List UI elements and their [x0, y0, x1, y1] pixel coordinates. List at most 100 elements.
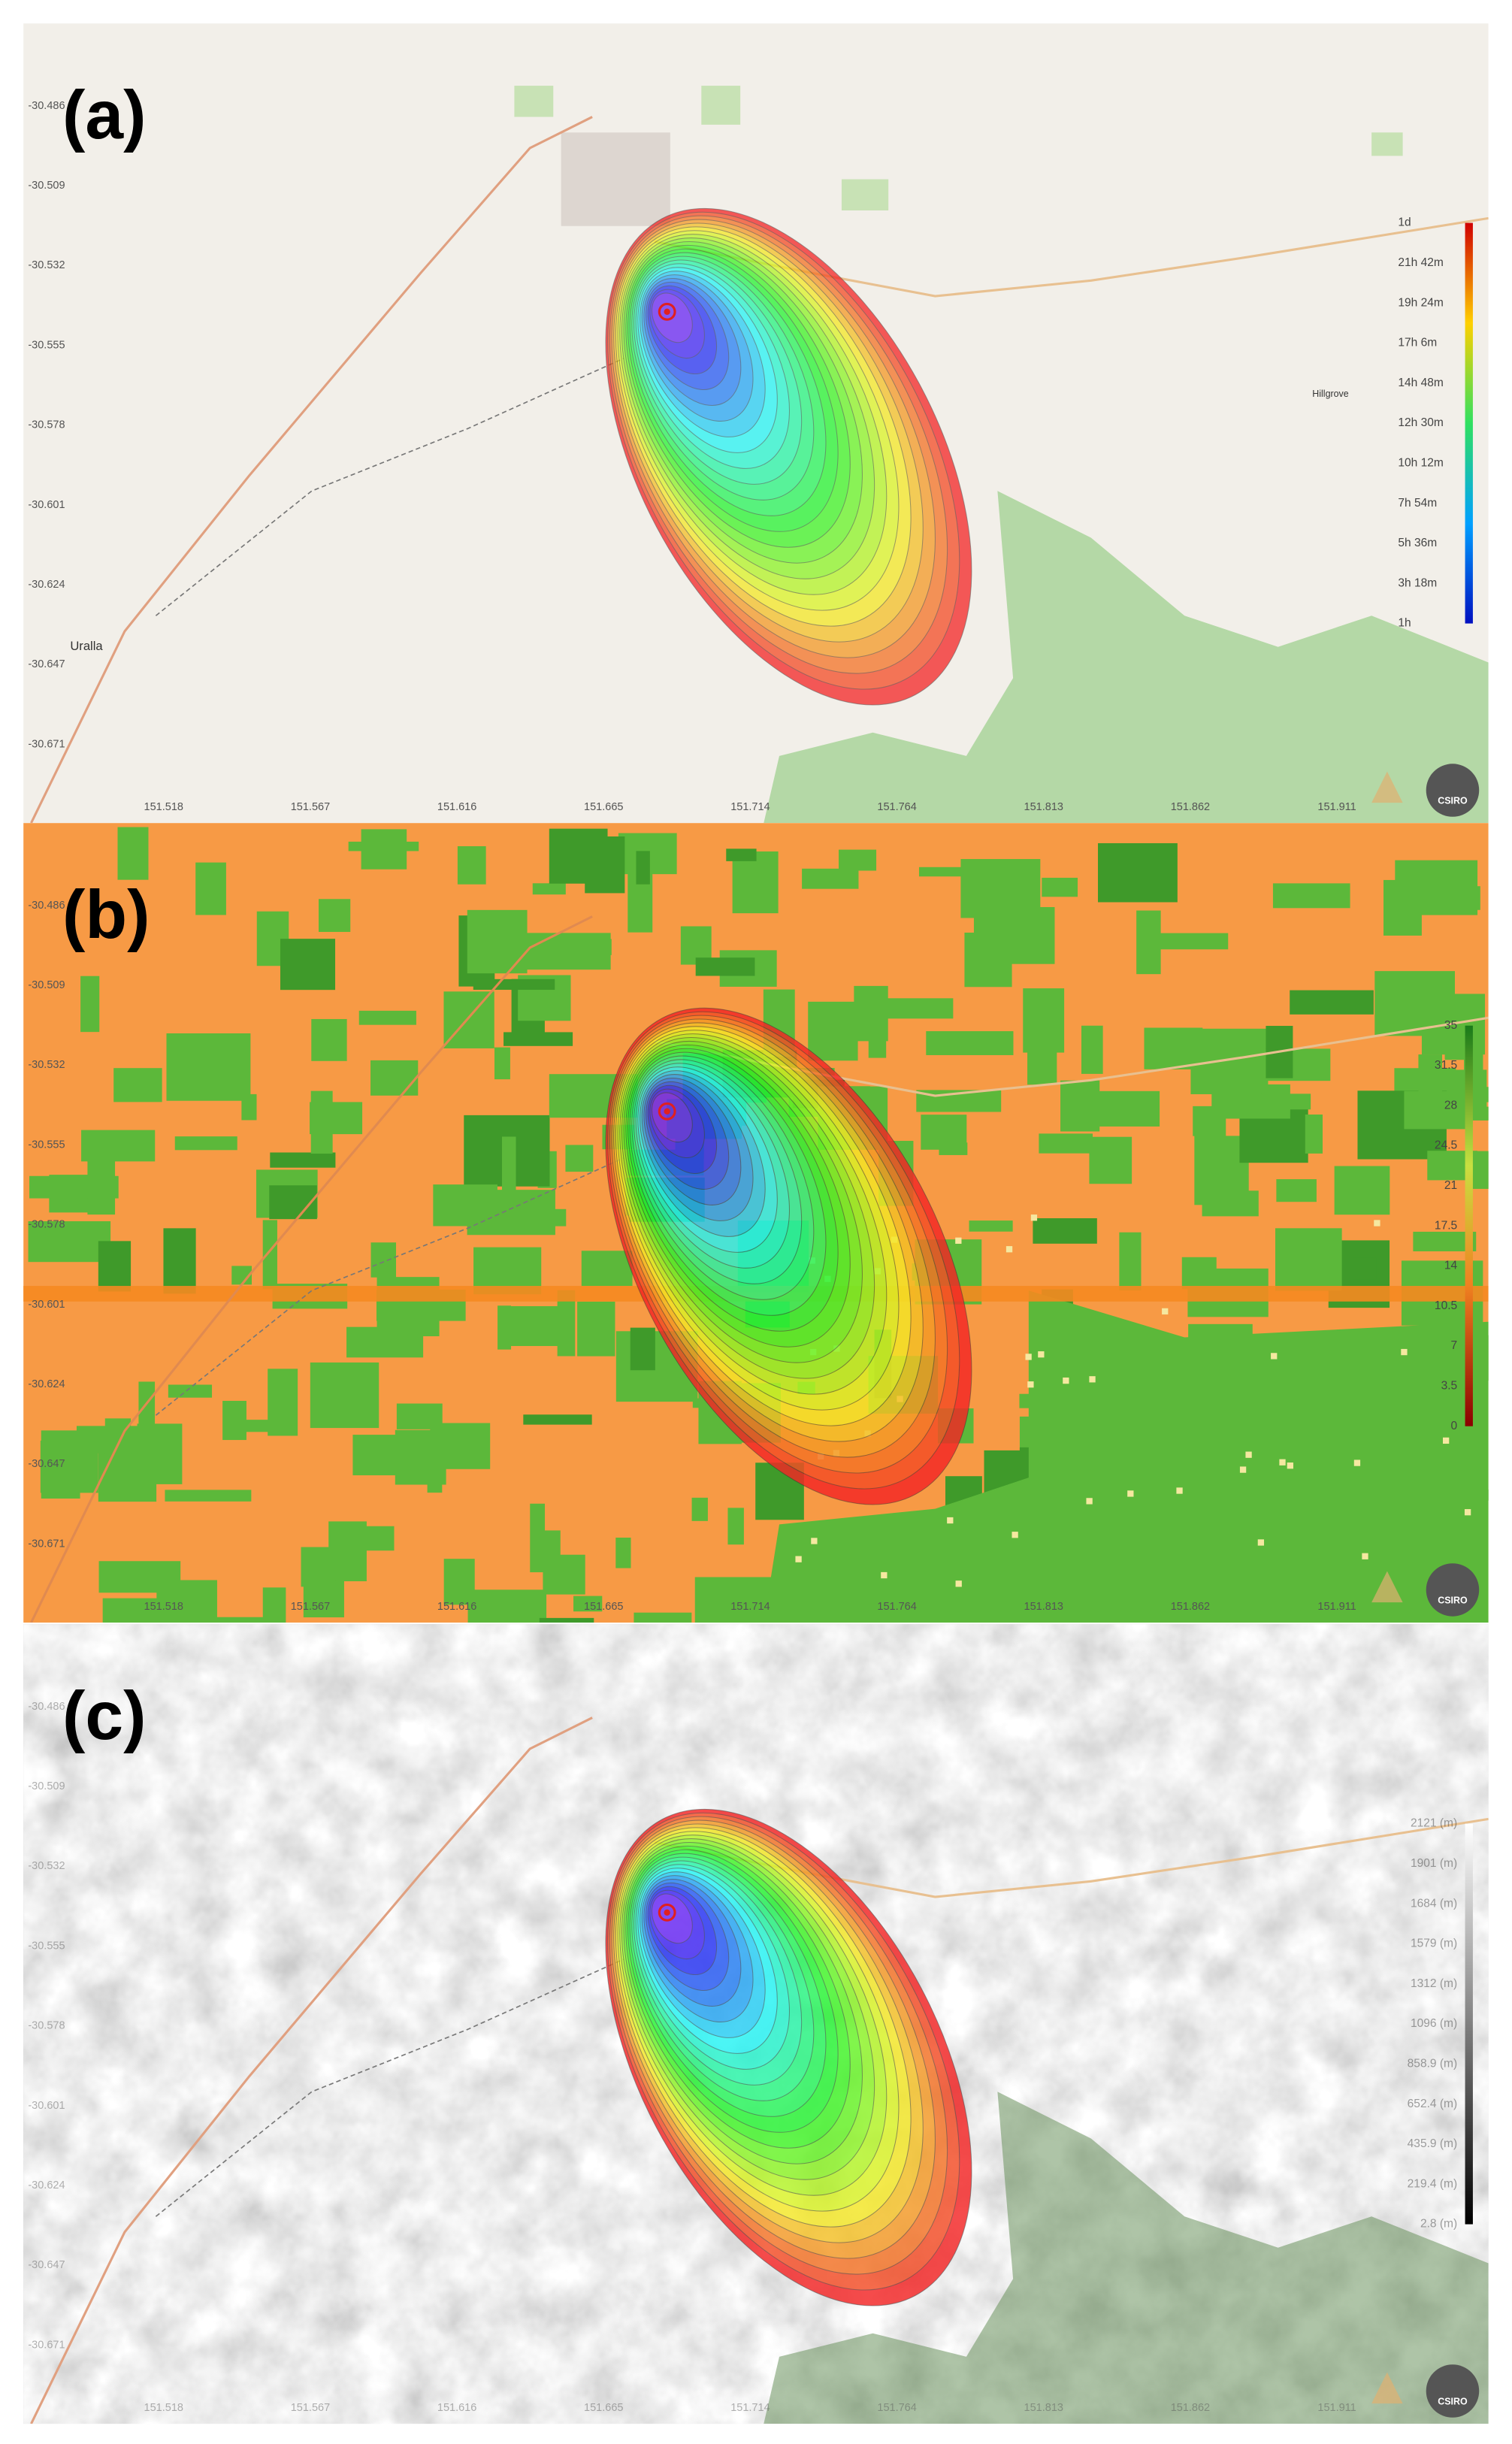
panel-label: (a): [62, 77, 147, 153]
ignition-point: [664, 1909, 670, 1916]
fuel-spot: [1287, 1462, 1293, 1469]
legend-label: 0: [1451, 1420, 1458, 1432]
fuel-patch: [1261, 1093, 1311, 1110]
legend-label: 652.4 (m): [1408, 2098, 1458, 2110]
fuel-patch: [732, 851, 779, 914]
fuel-patch: [868, 1034, 887, 1058]
lon-label: 151.616: [437, 2402, 476, 2414]
legend-label: 1096 (m): [1411, 2017, 1457, 2030]
fuel-patch: [565, 1145, 594, 1172]
lon-label: 151.567: [291, 1601, 330, 1613]
legend-label: 1312 (m): [1411, 1977, 1457, 1990]
fuel-patch: [268, 1369, 298, 1436]
legend-label: 35: [1444, 1019, 1457, 1032]
fuel-patch: [467, 1590, 547, 1623]
fuel-patch: [195, 862, 226, 915]
lat-label: -30.486: [28, 100, 65, 112]
lon-label: 151.616: [437, 1601, 476, 1613]
lat-label: -30.624: [28, 579, 65, 591]
lat-label: -30.578: [28, 419, 65, 431]
fuel-spot: [947, 1517, 954, 1524]
fuel-patch: [467, 909, 528, 974]
fuel-patch: [396, 1403, 443, 1429]
fuel-spot: [1353, 1459, 1361, 1466]
fuel-patch: [1272, 883, 1350, 909]
fuel-spot: [955, 1237, 962, 1244]
fuel-patch: [80, 975, 100, 1033]
lat-label: -30.578: [28, 1219, 65, 1231]
lon-label: 151.714: [730, 1601, 770, 1613]
lon-label: 151.862: [1171, 1601, 1210, 1613]
fire-isochrones: [605, 207, 972, 706]
fuel-patch: [137, 1423, 183, 1484]
fuel-spot: [1005, 1246, 1013, 1253]
legend-label: 10.5: [1435, 1299, 1457, 1312]
fuel-patch: [1042, 877, 1078, 897]
lon-label: 151.764: [877, 801, 916, 813]
logo-mark: [1371, 771, 1403, 803]
fuel-spot: [1279, 1459, 1286, 1465]
park-area: [701, 86, 741, 125]
fuel-patch: [443, 991, 494, 1048]
map-layer: [23, 1624, 1489, 2424]
legend-label: 219.4 (m): [1408, 2177, 1458, 2190]
fuel-patch: [1060, 1080, 1100, 1132]
logo-text: CSIRO: [1438, 1595, 1468, 1605]
fuel-patch: [311, 1018, 347, 1061]
logo-text: CSIRO: [1438, 795, 1468, 806]
fuel-spot: [1025, 1354, 1032, 1360]
fuel-patch: [918, 867, 971, 877]
lon-label: 151.665: [584, 1601, 623, 1613]
fuel-patch: [166, 1033, 251, 1101]
logo-text: CSIRO: [1438, 2396, 1468, 2406]
fuel-patch: [1420, 886, 1480, 910]
lon-label: 151.616: [437, 801, 476, 813]
forest-area: [764, 491, 1489, 824]
fuel-forest: [764, 1290, 1489, 1623]
fuel-spot: [1362, 1553, 1368, 1559]
fuel-patch: [539, 1530, 561, 1562]
place-label: Hillgrove: [1312, 389, 1348, 399]
lat-label: -30.601: [28, 1299, 65, 1311]
fuel-patch: [1305, 1115, 1323, 1154]
map-panel: -30.486 -30.509 -30.532 -30.555 -30.578 -30.6…: [23, 823, 1489, 1623]
fuel-patch: [503, 1032, 573, 1046]
fuel-patch: [1136, 910, 1161, 975]
fuel-patch: [270, 1152, 336, 1168]
place-label: Uralla: [70, 639, 103, 653]
fuel-patch: [1452, 1106, 1489, 1121]
fire-isochrones: [605, 1007, 972, 1505]
fuel-patch: [346, 1326, 424, 1358]
road: [30, 1717, 593, 2424]
lat-label: -30.532: [28, 1059, 65, 1071]
fuel-spot: [1162, 1308, 1169, 1315]
lon-label: 151.665: [584, 801, 623, 813]
fuel-patch: [280, 939, 336, 991]
legend-label: 2.8 (m): [1420, 2218, 1457, 2231]
legend-label: 1h: [1398, 617, 1411, 630]
fuel-patch: [262, 1220, 277, 1290]
fuel-patch: [358, 1526, 395, 1551]
fuel-patch: [577, 1302, 615, 1357]
lon-label: 151.764: [877, 1601, 916, 1613]
fuel-patch: [1202, 1190, 1259, 1217]
lat-label: -30.671: [28, 1538, 65, 1550]
lat-label: -30.486: [28, 1701, 65, 1713]
forest-area: [764, 2092, 1489, 2424]
fuel-patch: [165, 1490, 252, 1502]
lon-label: 151.911: [1317, 1601, 1356, 1613]
lon-label: 151.862: [1171, 2402, 1210, 2414]
lon-label: 151.764: [877, 2402, 916, 2414]
legend-label: 24.5: [1435, 1139, 1457, 1152]
lat-label: -30.647: [28, 2259, 65, 2271]
lat-label: -30.532: [28, 1860, 65, 1872]
legend-label: 7: [1451, 1339, 1458, 1352]
railway: [155, 1959, 624, 2217]
lat-label: -30.671: [28, 2339, 65, 2351]
fuel-patch: [310, 1362, 380, 1429]
fuel-spot: [955, 1580, 962, 1587]
lon-label: 151.665: [584, 2402, 623, 2414]
legend-label: 2121 (m): [1411, 1817, 1457, 1830]
ignition-point: [664, 1108, 670, 1115]
legend-label: 31.5: [1435, 1059, 1457, 1072]
